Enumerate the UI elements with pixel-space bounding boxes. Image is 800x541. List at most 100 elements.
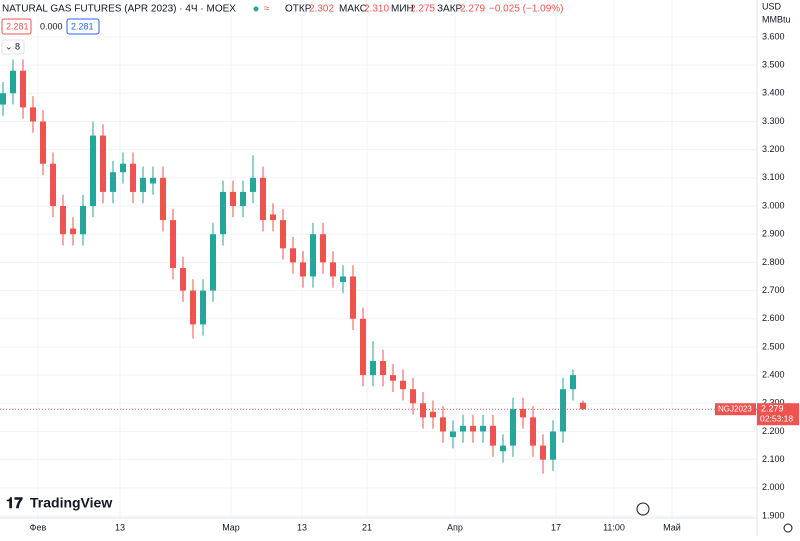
candle-body	[400, 380, 406, 390]
symbol-label: NGJ2023	[718, 404, 752, 413]
candle-body	[150, 177, 156, 184]
candle-body	[110, 172, 116, 192]
candle-body	[30, 107, 36, 122]
candle-body	[350, 276, 356, 319]
symbol-tag	[715, 403, 756, 416]
candle-body	[470, 425, 476, 432]
x-tick-label: Фев	[30, 522, 47, 532]
indicator-arrow: ⌄	[5, 41, 13, 51]
candle-body	[50, 163, 56, 207]
candle-body	[280, 220, 286, 249]
y-tick-label: 2.000	[762, 482, 785, 492]
y-tick-label: 3.300	[762, 116, 785, 126]
price-tag	[757, 403, 799, 426]
status-dot	[253, 6, 259, 12]
box	[1, 18, 32, 35]
candle-body	[100, 135, 106, 192]
unit[interactable]: MMBtu	[762, 14, 791, 24]
candle-body	[270, 214, 276, 221]
y-tick-label: 1.900	[762, 510, 785, 520]
x-tick-label: 21	[362, 522, 372, 532]
x-tick-label: Апр	[447, 522, 463, 532]
candle-body	[370, 361, 376, 376]
candle-body	[500, 445, 506, 452]
candle-body	[390, 375, 396, 381]
candle-body	[10, 70, 16, 94]
indicator-toggle[interactable]	[1, 39, 25, 55]
y-tick-label: 3.200	[762, 144, 785, 154]
y-tick-label: 3.500	[762, 59, 785, 69]
low-value: 2.275	[410, 4, 435, 15]
candle-body	[260, 177, 266, 221]
candle-body	[140, 177, 146, 192]
brand: TradingView	[30, 495, 112, 511]
y-tick-label: 2.800	[762, 257, 785, 267]
x-tick-label: Май	[663, 522, 681, 532]
candle-body	[70, 228, 76, 235]
candle-body	[550, 431, 556, 460]
candle-body	[330, 262, 336, 277]
y-tick-label: 2.700	[762, 285, 785, 295]
change-value: −0.025 (−1.09%)	[489, 4, 564, 15]
candle-body	[320, 234, 326, 263]
y-tick-label: 3.100	[762, 172, 785, 182]
currency[interactable]: USD	[762, 1, 782, 11]
x-tick-label: 13	[115, 522, 125, 532]
brand-logo: 𝟏𝟕	[6, 495, 23, 512]
y-tick-label: 2.900	[762, 229, 785, 239]
y-tick-label: 2.600	[762, 313, 785, 323]
y-tick-label: 3.000	[762, 200, 785, 210]
candle-body	[460, 425, 466, 432]
candle-body	[570, 375, 576, 390]
candle-body	[90, 135, 96, 207]
status-icon: ≈	[264, 4, 270, 15]
candle-body	[480, 425, 486, 432]
candle-body	[200, 290, 206, 325]
candle-body	[0, 93, 6, 105]
candle-body	[560, 389, 566, 432]
candle-body	[40, 121, 46, 164]
candle-body	[20, 70, 26, 108]
y-tick-label: 2.100	[762, 454, 785, 464]
candle-body	[210, 234, 216, 291]
candle-body	[530, 417, 536, 446]
high-value: 2.310	[364, 4, 389, 15]
x-tick-label: 13	[297, 522, 307, 532]
y-tick-label: 3.600	[762, 31, 785, 41]
candle-body	[240, 191, 246, 207]
low-label: МИН	[391, 4, 414, 15]
high-label: МАКС	[339, 4, 367, 15]
settings-icon[interactable]	[783, 523, 793, 533]
candle-body	[190, 290, 196, 325]
candle-body	[410, 389, 416, 404]
candle-body	[380, 361, 386, 376]
candle-body	[360, 318, 366, 376]
box-value: 2.281	[71, 21, 94, 31]
timer-icon[interactable]	[636, 502, 650, 516]
box	[66, 18, 100, 35]
x-tick-label: 11:00	[603, 522, 625, 532]
candle-body	[130, 163, 136, 192]
grid	[0, 0, 757, 518]
candle-body	[340, 276, 346, 283]
candle-body	[510, 408, 516, 446]
open-label: ОТКР	[285, 4, 312, 15]
box-value: 0.000	[40, 21, 63, 31]
open-value: 2.302	[309, 4, 334, 15]
x-tick-label: 17	[551, 522, 561, 532]
candle-body	[250, 177, 256, 192]
countdown: 02:53:18	[760, 413, 793, 423]
candle-body	[120, 163, 126, 173]
candle-body	[450, 431, 456, 438]
candle-body	[160, 177, 166, 221]
candle-body	[490, 425, 496, 446]
candle-body	[440, 417, 446, 432]
candle-body	[180, 268, 186, 291]
candle-body	[220, 191, 226, 235]
y-tick-label: 2.400	[762, 369, 785, 379]
close-value: 2.279	[460, 4, 485, 15]
candle-body	[540, 445, 546, 460]
candle-body	[60, 206, 66, 235]
